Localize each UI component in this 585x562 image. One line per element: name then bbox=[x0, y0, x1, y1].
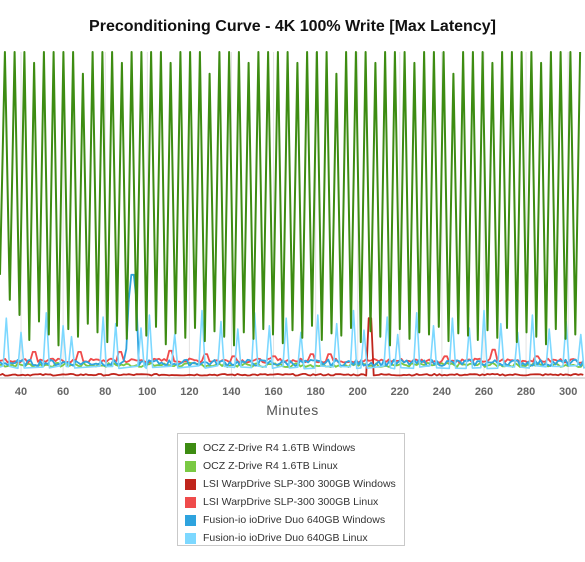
legend-label: LSI WarpDrive SLP-300 300GB Windows bbox=[203, 478, 396, 490]
legend-label: Fusion-io ioDrive Duo 640GB Linux bbox=[203, 532, 368, 544]
legend-label: OCZ Z-Drive R4 1.6TB Windows bbox=[203, 442, 356, 454]
x-tick-label: 200 bbox=[349, 386, 367, 398]
legend-item: Fusion-io ioDrive Duo 640GB Windows bbox=[185, 511, 404, 529]
series-lines bbox=[0, 51, 585, 377]
legend-label: OCZ Z-Drive R4 1.6TB Linux bbox=[203, 460, 338, 472]
x-tick-label: 80 bbox=[99, 386, 111, 398]
x-tick-label: 280 bbox=[517, 386, 535, 398]
series-line-1 bbox=[0, 361, 584, 369]
legend-label: LSI WarpDrive SLP-300 300GB Linux bbox=[203, 496, 379, 508]
legend-swatch bbox=[185, 460, 196, 472]
x-tick-label: 220 bbox=[391, 386, 409, 398]
x-tick-label: 120 bbox=[180, 386, 198, 398]
legend: OCZ Z-Drive R4 1.6TB Windows OCZ Z-Drive … bbox=[177, 433, 405, 546]
legend-swatch bbox=[185, 442, 196, 454]
chart-svg: 40 60 80 100 120 140 160 180 200 220 240 260 280 300 bbox=[0, 51, 585, 398]
legend-swatch bbox=[185, 496, 196, 508]
x-tick-label: 60 bbox=[57, 386, 69, 398]
x-tick-label: 100 bbox=[138, 386, 156, 398]
x-tick-label: 300 bbox=[559, 386, 577, 398]
x-tick-label: 240 bbox=[433, 386, 451, 398]
x-tick-labels: 40 60 80 100 120 140 160 180 200 220 240 260 280 300 bbox=[15, 386, 577, 398]
legend-item: OCZ Z-Drive R4 1.6TB Linux bbox=[185, 457, 404, 475]
legend-item: Fusion-io ioDrive Duo 640GB Linux bbox=[185, 529, 404, 547]
legend-label: Fusion-io ioDrive Duo 640GB Windows bbox=[203, 514, 386, 526]
legend-swatch bbox=[185, 478, 196, 490]
x-tick-label: 260 bbox=[475, 386, 493, 398]
series-line-2 bbox=[0, 317, 584, 377]
series-line-fusion-linux bbox=[0, 309, 585, 370]
x-tick-label: 180 bbox=[306, 386, 324, 398]
x-tick-label: 40 bbox=[15, 386, 27, 398]
x-axis-label: Minutes bbox=[266, 402, 319, 418]
x-tick-label: 160 bbox=[264, 386, 282, 398]
legend-item: LSI WarpDrive SLP-300 300GB Linux bbox=[185, 493, 404, 511]
legend-item: LSI WarpDrive SLP-300 300GB Windows bbox=[185, 475, 404, 493]
series-line-ocz-windows bbox=[0, 51, 582, 347]
x-tick-label: 140 bbox=[222, 386, 240, 398]
legend-swatch bbox=[185, 532, 196, 544]
chart-title: Preconditioning Curve - 4K 100% Write [M… bbox=[89, 18, 496, 35]
legend-swatch bbox=[185, 514, 196, 526]
legend-item: OCZ Z-Drive R4 1.6TB Windows bbox=[185, 439, 404, 457]
